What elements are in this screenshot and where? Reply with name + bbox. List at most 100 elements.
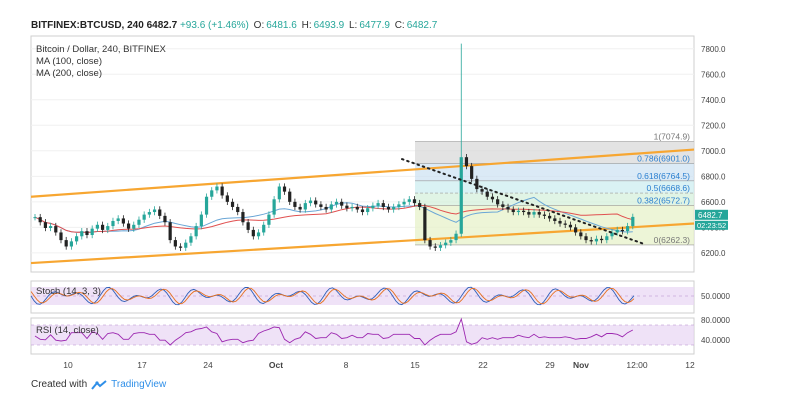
last-price-tag bbox=[695, 209, 728, 220]
time-tick-label: 24 bbox=[203, 360, 213, 370]
candle-body bbox=[298, 206, 302, 210]
candle-body bbox=[158, 209, 162, 216]
candle-body bbox=[438, 245, 443, 248]
time-tick-label: 15 bbox=[410, 360, 420, 370]
candle-body bbox=[225, 195, 229, 202]
candle-body bbox=[532, 212, 536, 215]
candle-body bbox=[85, 231, 89, 236]
candle-body bbox=[38, 217, 42, 223]
last-price: 6482.7 bbox=[146, 20, 178, 31]
candle-body bbox=[267, 214, 271, 225]
candle-body bbox=[366, 208, 370, 213]
rsi-line bbox=[34, 317, 634, 346]
candle-body bbox=[303, 203, 307, 210]
candle-body bbox=[215, 186, 219, 191]
price-tick-label: 7200.0 bbox=[701, 121, 726, 130]
candle-body bbox=[111, 220, 115, 227]
candle-body bbox=[449, 240, 453, 243]
price-change: +93.6 (+1.46%) bbox=[179, 20, 249, 31]
candle-body bbox=[537, 212, 541, 215]
candle-body bbox=[626, 226, 630, 232]
candle-body bbox=[184, 242, 188, 248]
candle-body bbox=[230, 201, 235, 207]
candle-body bbox=[199, 214, 203, 227]
candle-body bbox=[48, 226, 53, 228]
stoch-d-line bbox=[30, 287, 635, 305]
time-tick-label: Oct bbox=[269, 360, 283, 370]
time-tick-label: 22 bbox=[478, 360, 488, 370]
candle-body bbox=[345, 205, 349, 209]
candle-body bbox=[74, 236, 79, 242]
candle-body bbox=[579, 232, 583, 237]
candle-body bbox=[490, 196, 495, 200]
candle-body bbox=[563, 223, 567, 225]
legend-stoch: Stoch (14, 3, 3) bbox=[36, 286, 101, 297]
time-tick-label: 17 bbox=[137, 360, 147, 370]
candle-body bbox=[204, 196, 209, 215]
close-value: 6482.7 bbox=[406, 20, 438, 31]
legend-title: Bitcoin / Dollar, 240, BITFINEX bbox=[36, 44, 166, 55]
candle-body bbox=[464, 157, 469, 167]
candle-body bbox=[459, 157, 463, 234]
candle-body bbox=[433, 246, 437, 248]
candle-body bbox=[334, 201, 339, 205]
candle-body bbox=[121, 218, 125, 224]
candle-body bbox=[69, 241, 73, 247]
candle-body bbox=[272, 199, 276, 215]
candle-body bbox=[610, 232, 614, 237]
high-value: 6493.9 bbox=[313, 20, 345, 31]
candle-body bbox=[100, 224, 105, 230]
descending-trendline bbox=[401, 158, 645, 245]
candle-body bbox=[412, 199, 417, 204]
candle-body bbox=[371, 205, 375, 209]
candle-body bbox=[220, 186, 224, 196]
candle-body bbox=[178, 246, 183, 248]
candle-body bbox=[392, 206, 396, 210]
candle-body bbox=[444, 242, 448, 246]
candle-body bbox=[548, 215, 552, 219]
tradingview-brand: TradingView bbox=[111, 379, 167, 390]
candle-body bbox=[189, 236, 193, 243]
candle-body bbox=[485, 191, 489, 197]
candle-body bbox=[246, 222, 250, 230]
candle-body bbox=[511, 209, 515, 213]
candle-body bbox=[470, 166, 474, 179]
rsi-tick-label: 80.0000 bbox=[701, 316, 730, 325]
candle-body bbox=[496, 199, 500, 205]
symbol-name: BITFINEX:BTCUSD, 240 bbox=[31, 20, 144, 31]
candle-body bbox=[43, 222, 47, 228]
high-label: H: bbox=[301, 20, 312, 31]
price-tick-label: 6200.0 bbox=[701, 249, 726, 258]
candle-body bbox=[90, 228, 94, 236]
tradingview-link[interactable]: TradingView bbox=[91, 379, 166, 390]
candle-body bbox=[542, 214, 547, 216]
candle-body bbox=[584, 236, 588, 241]
candle-body bbox=[568, 224, 573, 228]
candle-body bbox=[59, 232, 63, 241]
rsi-band bbox=[31, 325, 694, 345]
open-value: 6481.6 bbox=[266, 20, 297, 31]
time-tick-label: 8 bbox=[344, 360, 349, 370]
candle-body bbox=[574, 227, 578, 233]
candle-body bbox=[501, 204, 505, 207]
candle-body bbox=[95, 224, 99, 229]
candle-body bbox=[288, 191, 292, 202]
candle-body bbox=[210, 190, 214, 197]
last-price-tag-label: 6482.7 bbox=[698, 211, 723, 220]
candle-body bbox=[262, 224, 266, 233]
ma200-line bbox=[34, 204, 633, 233]
candle-body bbox=[80, 231, 84, 237]
candle-body bbox=[402, 201, 406, 205]
candle-body bbox=[350, 206, 354, 209]
candle-body bbox=[241, 212, 245, 223]
time-tick-label: 10 bbox=[63, 360, 73, 370]
countdown-tag-label: 02:23:52 bbox=[697, 221, 726, 230]
candle-body bbox=[615, 229, 619, 233]
candle-body bbox=[386, 206, 391, 210]
candle-body bbox=[480, 189, 484, 192]
candle-body bbox=[329, 204, 333, 210]
candle-body bbox=[381, 203, 385, 207]
credit-line: Created with TradingView bbox=[31, 379, 166, 390]
candle-body bbox=[152, 209, 157, 213]
time-tick-label: 12 bbox=[685, 360, 695, 370]
